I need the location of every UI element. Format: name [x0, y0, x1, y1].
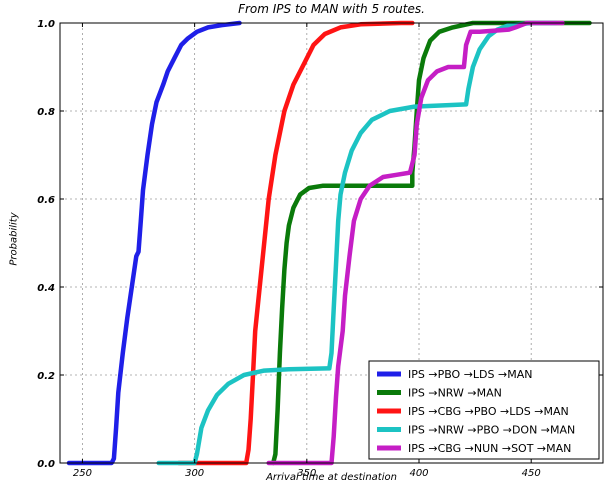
- legend-label-3: IPS →CBG →PBO →LDS →MAN: [408, 405, 569, 418]
- legend: IPS →PBO →LDS →MAN IPS →NRW →MAN IPS →CBG …: [368, 360, 600, 460]
- x-tick-label: 350: [297, 468, 316, 479]
- y-tick-label: 0.2: [37, 371, 55, 382]
- y-tick-label: 0.8: [37, 107, 55, 118]
- legend-label-2: IPS →NRW →MAN: [408, 387, 502, 400]
- series-line-5: [266, 20, 565, 466]
- y-tick-label: 0.6: [37, 195, 55, 206]
- x-tick-label: 250: [73, 468, 92, 479]
- y-axis-label: Probability: [8, 212, 20, 266]
- y-tick-label: 1.0: [37, 19, 55, 30]
- legend-box: [368, 360, 600, 460]
- x-tick-label: 300: [185, 468, 204, 479]
- legend-label-1: IPS →PBO →LDS →MAN: [408, 368, 532, 381]
- y-tick-label: 0.0: [37, 459, 55, 470]
- x-tick-label: 400: [409, 468, 428, 479]
- plot-frame: [59, 22, 604, 464]
- series-layer: [66, 20, 592, 466]
- y-tick-label: 0.4: [37, 283, 55, 294]
- legend-label-5: IPS →CBG →NUN →SOT →MAN: [408, 442, 571, 455]
- x-tick-label: 450: [522, 468, 541, 479]
- legend-label-4: IPS →NRW →PBO →DON →MAN: [408, 424, 575, 437]
- tick-layer: 250 300 350 400 450 0.0 0.2 0.4 0.6 0.8 1.0: [37, 19, 603, 479]
- series-line-2: [270, 20, 592, 466]
- chart-title: From IPS to MAN with 5 routes.: [238, 2, 425, 16]
- series-line-4: [156, 20, 559, 466]
- series-line-3: [176, 20, 415, 466]
- series-line-1: [66, 20, 242, 466]
- x-axis-label: Arrival time at destination: [266, 472, 397, 483]
